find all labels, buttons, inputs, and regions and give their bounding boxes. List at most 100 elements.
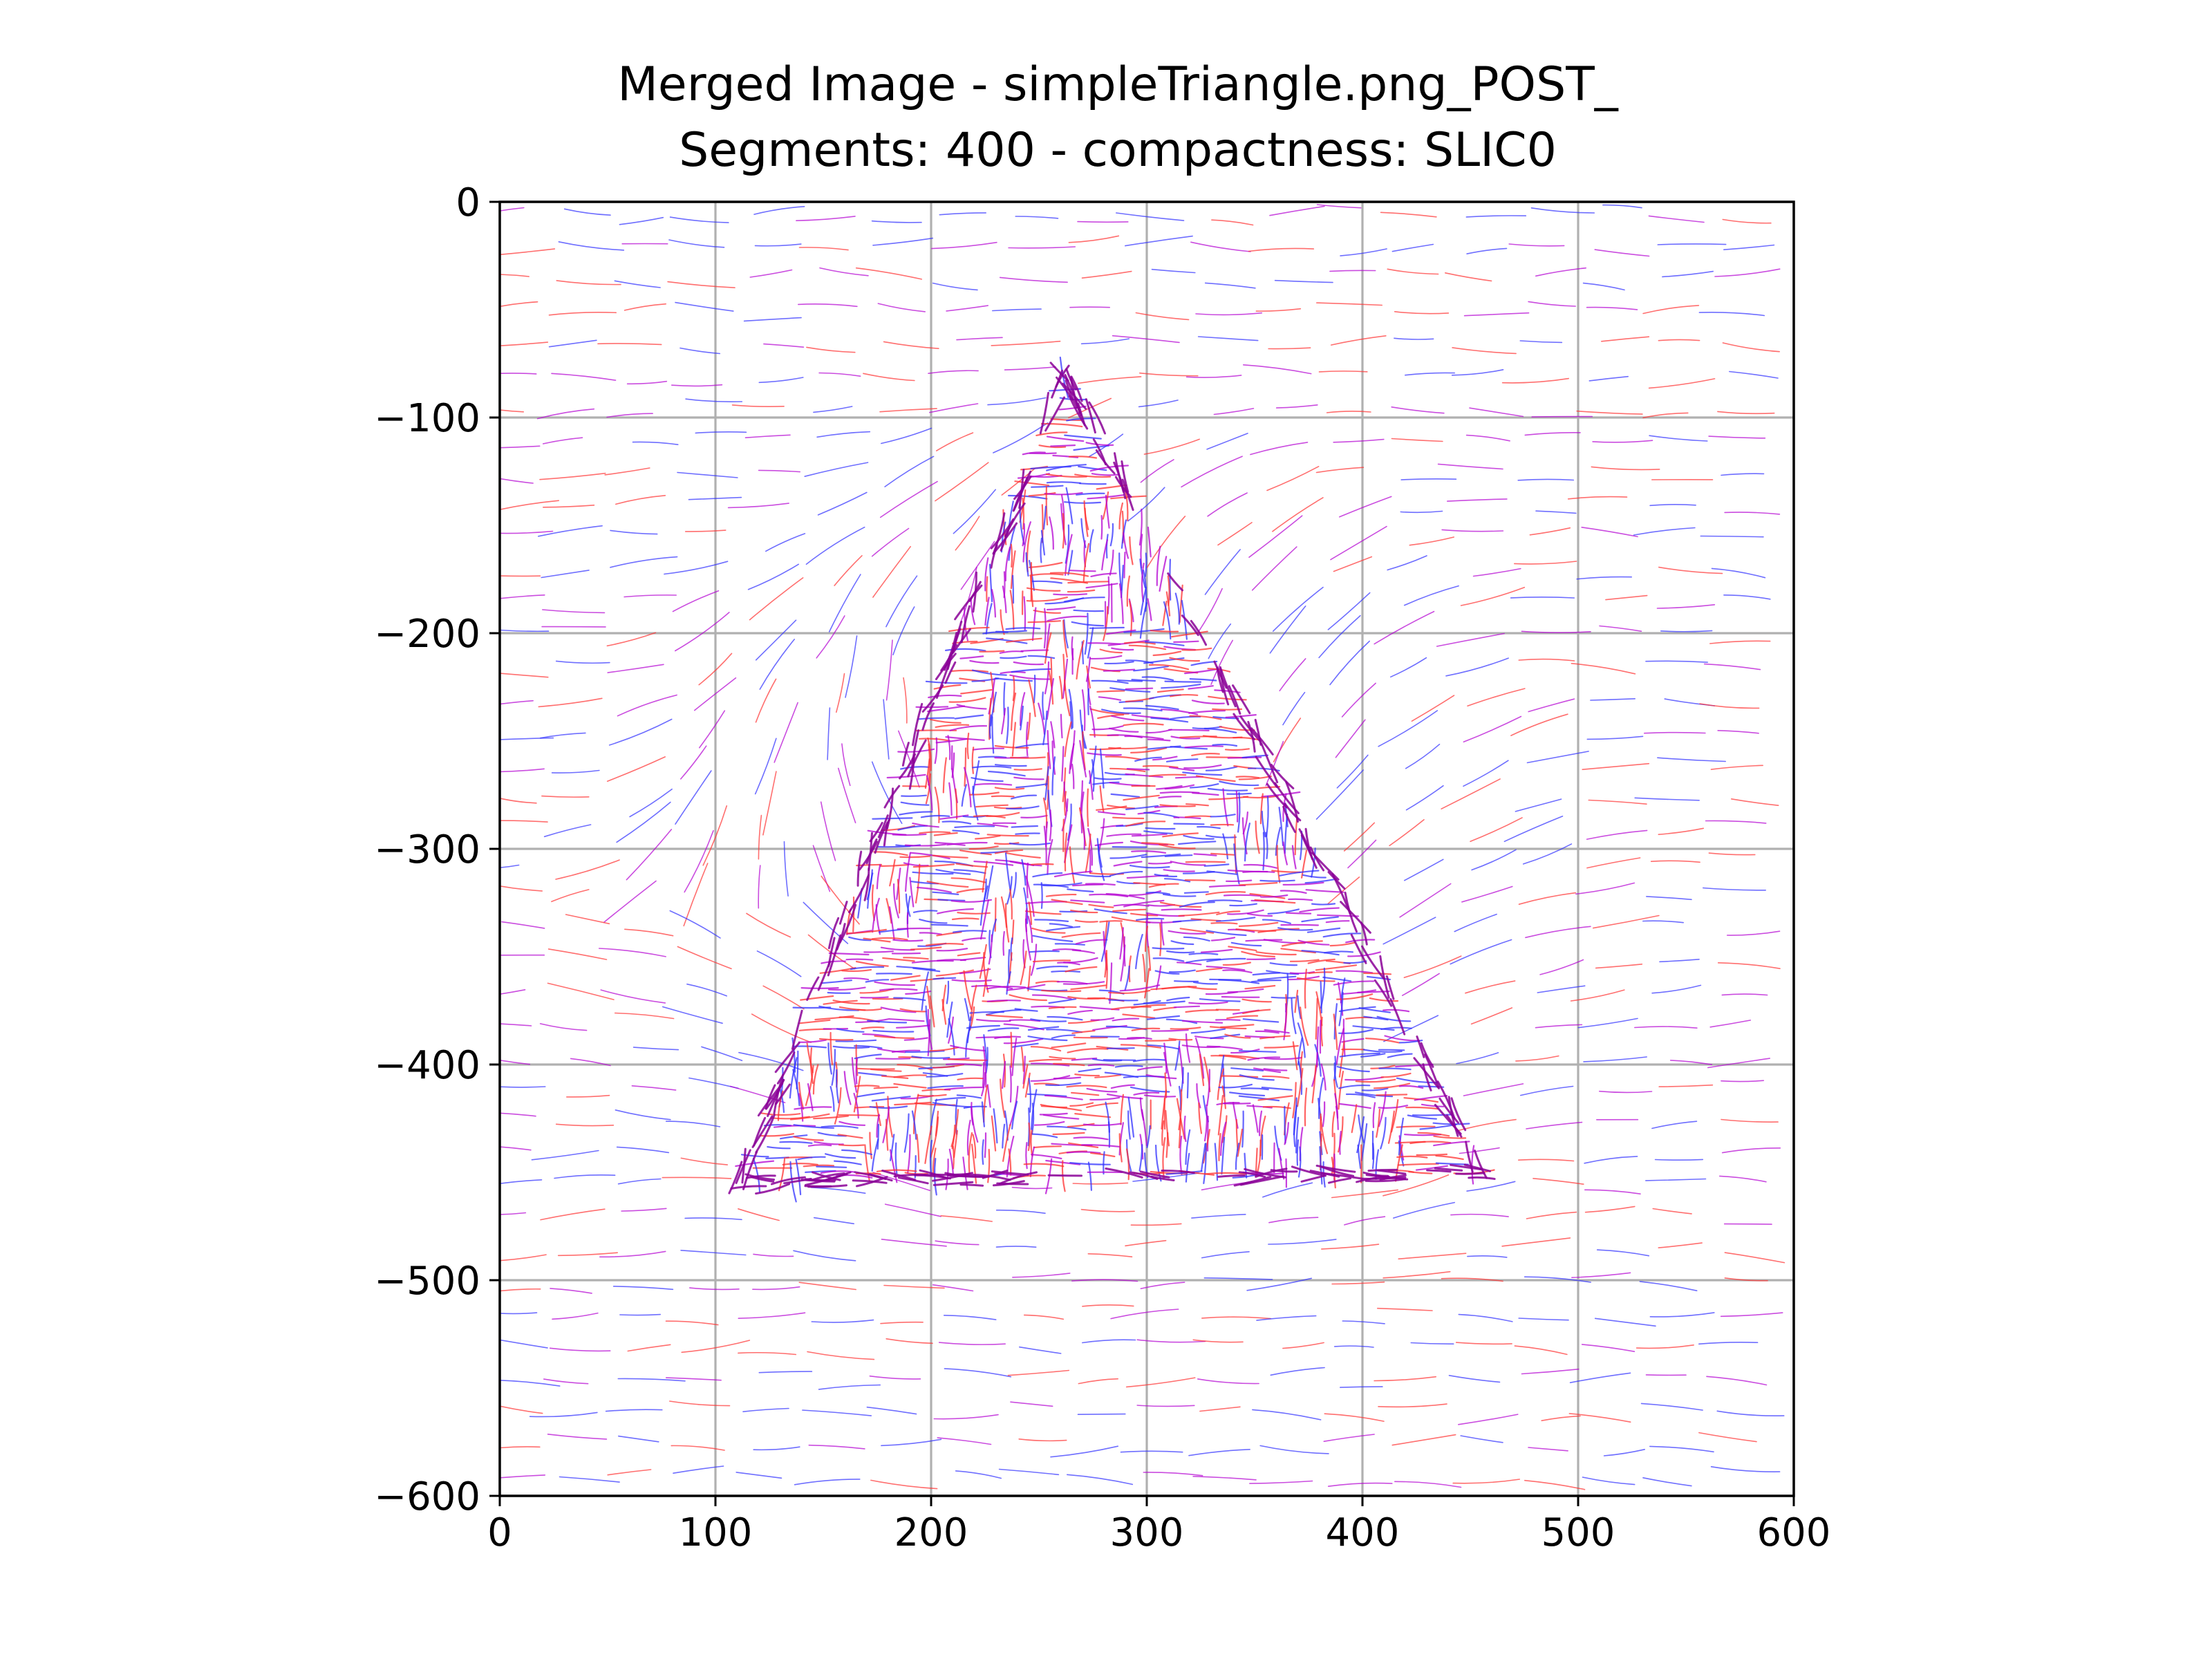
flow-line [941,984,947,1011]
flow-line [500,274,529,277]
flow-line [1376,1109,1380,1138]
flow-line [673,1465,724,1474]
flow-line [1387,268,1439,275]
flow-line [1087,1253,1133,1257]
flow-line [1226,1015,1259,1020]
flow-line [1581,1344,1635,1352]
flow-line [1650,860,1700,863]
flow-line [871,220,922,223]
flow-line [1409,1141,1452,1145]
flow-line [1338,1116,1344,1153]
flow-line [1170,1027,1201,1030]
flow-line [1071,872,1111,878]
flow-line [1339,496,1392,518]
flow-line [1217,1095,1224,1136]
flow-line [551,373,617,381]
flow-line [1261,810,1266,838]
flow-line [1162,832,1199,838]
flow-line [1230,941,1262,947]
flow-line [827,1042,832,1075]
flow-line [1130,912,1159,917]
flow-line [1197,336,1259,341]
flow-line [852,1179,888,1184]
flow-line [982,967,989,997]
flow-line [953,489,996,534]
flow-line [1206,930,1247,937]
flow-line [1030,1018,1067,1022]
flow-line [1049,572,1089,577]
flow-line [1709,1020,1752,1028]
flow-line [753,1446,800,1451]
flow-line [1058,675,1063,700]
flow-line [883,1284,945,1289]
flow-line [1212,708,1243,711]
flow-line [1284,1122,1289,1145]
flow-line [1463,1083,1524,1096]
flow-line [1255,821,1260,854]
flow-line [500,885,543,892]
flow-line [832,1045,870,1049]
flow-line [1078,1067,1102,1073]
flow-line [735,1472,782,1479]
flow-line [861,1027,885,1030]
flow-line [1273,586,1324,632]
flow-line [917,886,952,893]
flow-line [1365,1038,1400,1044]
flow-line [1181,456,1243,488]
flow-line [1463,715,1522,743]
flow-line [1168,1038,1193,1041]
flow-line [1001,707,1006,735]
flow-line [1127,1110,1131,1140]
flow-line [1510,713,1568,736]
flow-line [1004,852,1011,891]
flow-line [1020,692,1026,727]
flow-line [1091,759,1095,792]
flow-line [1529,527,1571,536]
flow-line [991,1115,997,1152]
flow-line [1455,1172,1485,1175]
flow-line [830,1031,834,1065]
flow-line [869,821,883,843]
chart-title: Merged Image - simpleTriangle.png_POST_ … [617,57,1619,178]
flow-line [1207,492,1248,517]
flow-line [1145,892,1171,895]
flow-line [1025,1142,1028,1170]
flow-line [500,768,545,773]
flow-line [675,301,734,312]
flow-line [1270,763,1295,789]
flow-line [1147,526,1152,558]
flow-line [1174,1040,1181,1071]
flow-line [1163,869,1195,872]
flow-line [927,1085,964,1089]
flow-line [1192,1339,1244,1343]
flow-line [1183,936,1210,942]
flow-line [867,1020,908,1024]
flow-line [1089,849,1091,874]
flow-line [541,795,590,798]
flow-line [972,747,1004,751]
flow-line [893,1082,927,1089]
flow-line [1333,556,1373,572]
flow-line [807,1083,814,1112]
flow-line [946,841,988,846]
flow-line [964,747,967,787]
flow-line [500,207,525,212]
flow-line [1203,1277,1273,1280]
flow-line [1382,1271,1451,1279]
flow-line [749,577,804,621]
flow-line [548,311,617,316]
flow-line [1191,700,1225,704]
flow-line [1195,312,1263,316]
flow-line [538,525,603,537]
flow-line [827,707,831,760]
flow-line [782,1163,818,1165]
flow-line [1514,561,1577,565]
flow-line [1200,1143,1206,1172]
flow-line [677,946,732,970]
flow-line [804,1185,832,1188]
flow-line [1222,788,1229,827]
flow-line [963,970,972,1010]
flow-line [1022,1064,1029,1089]
flow-line [1288,898,1313,901]
flow-line [1112,335,1180,344]
